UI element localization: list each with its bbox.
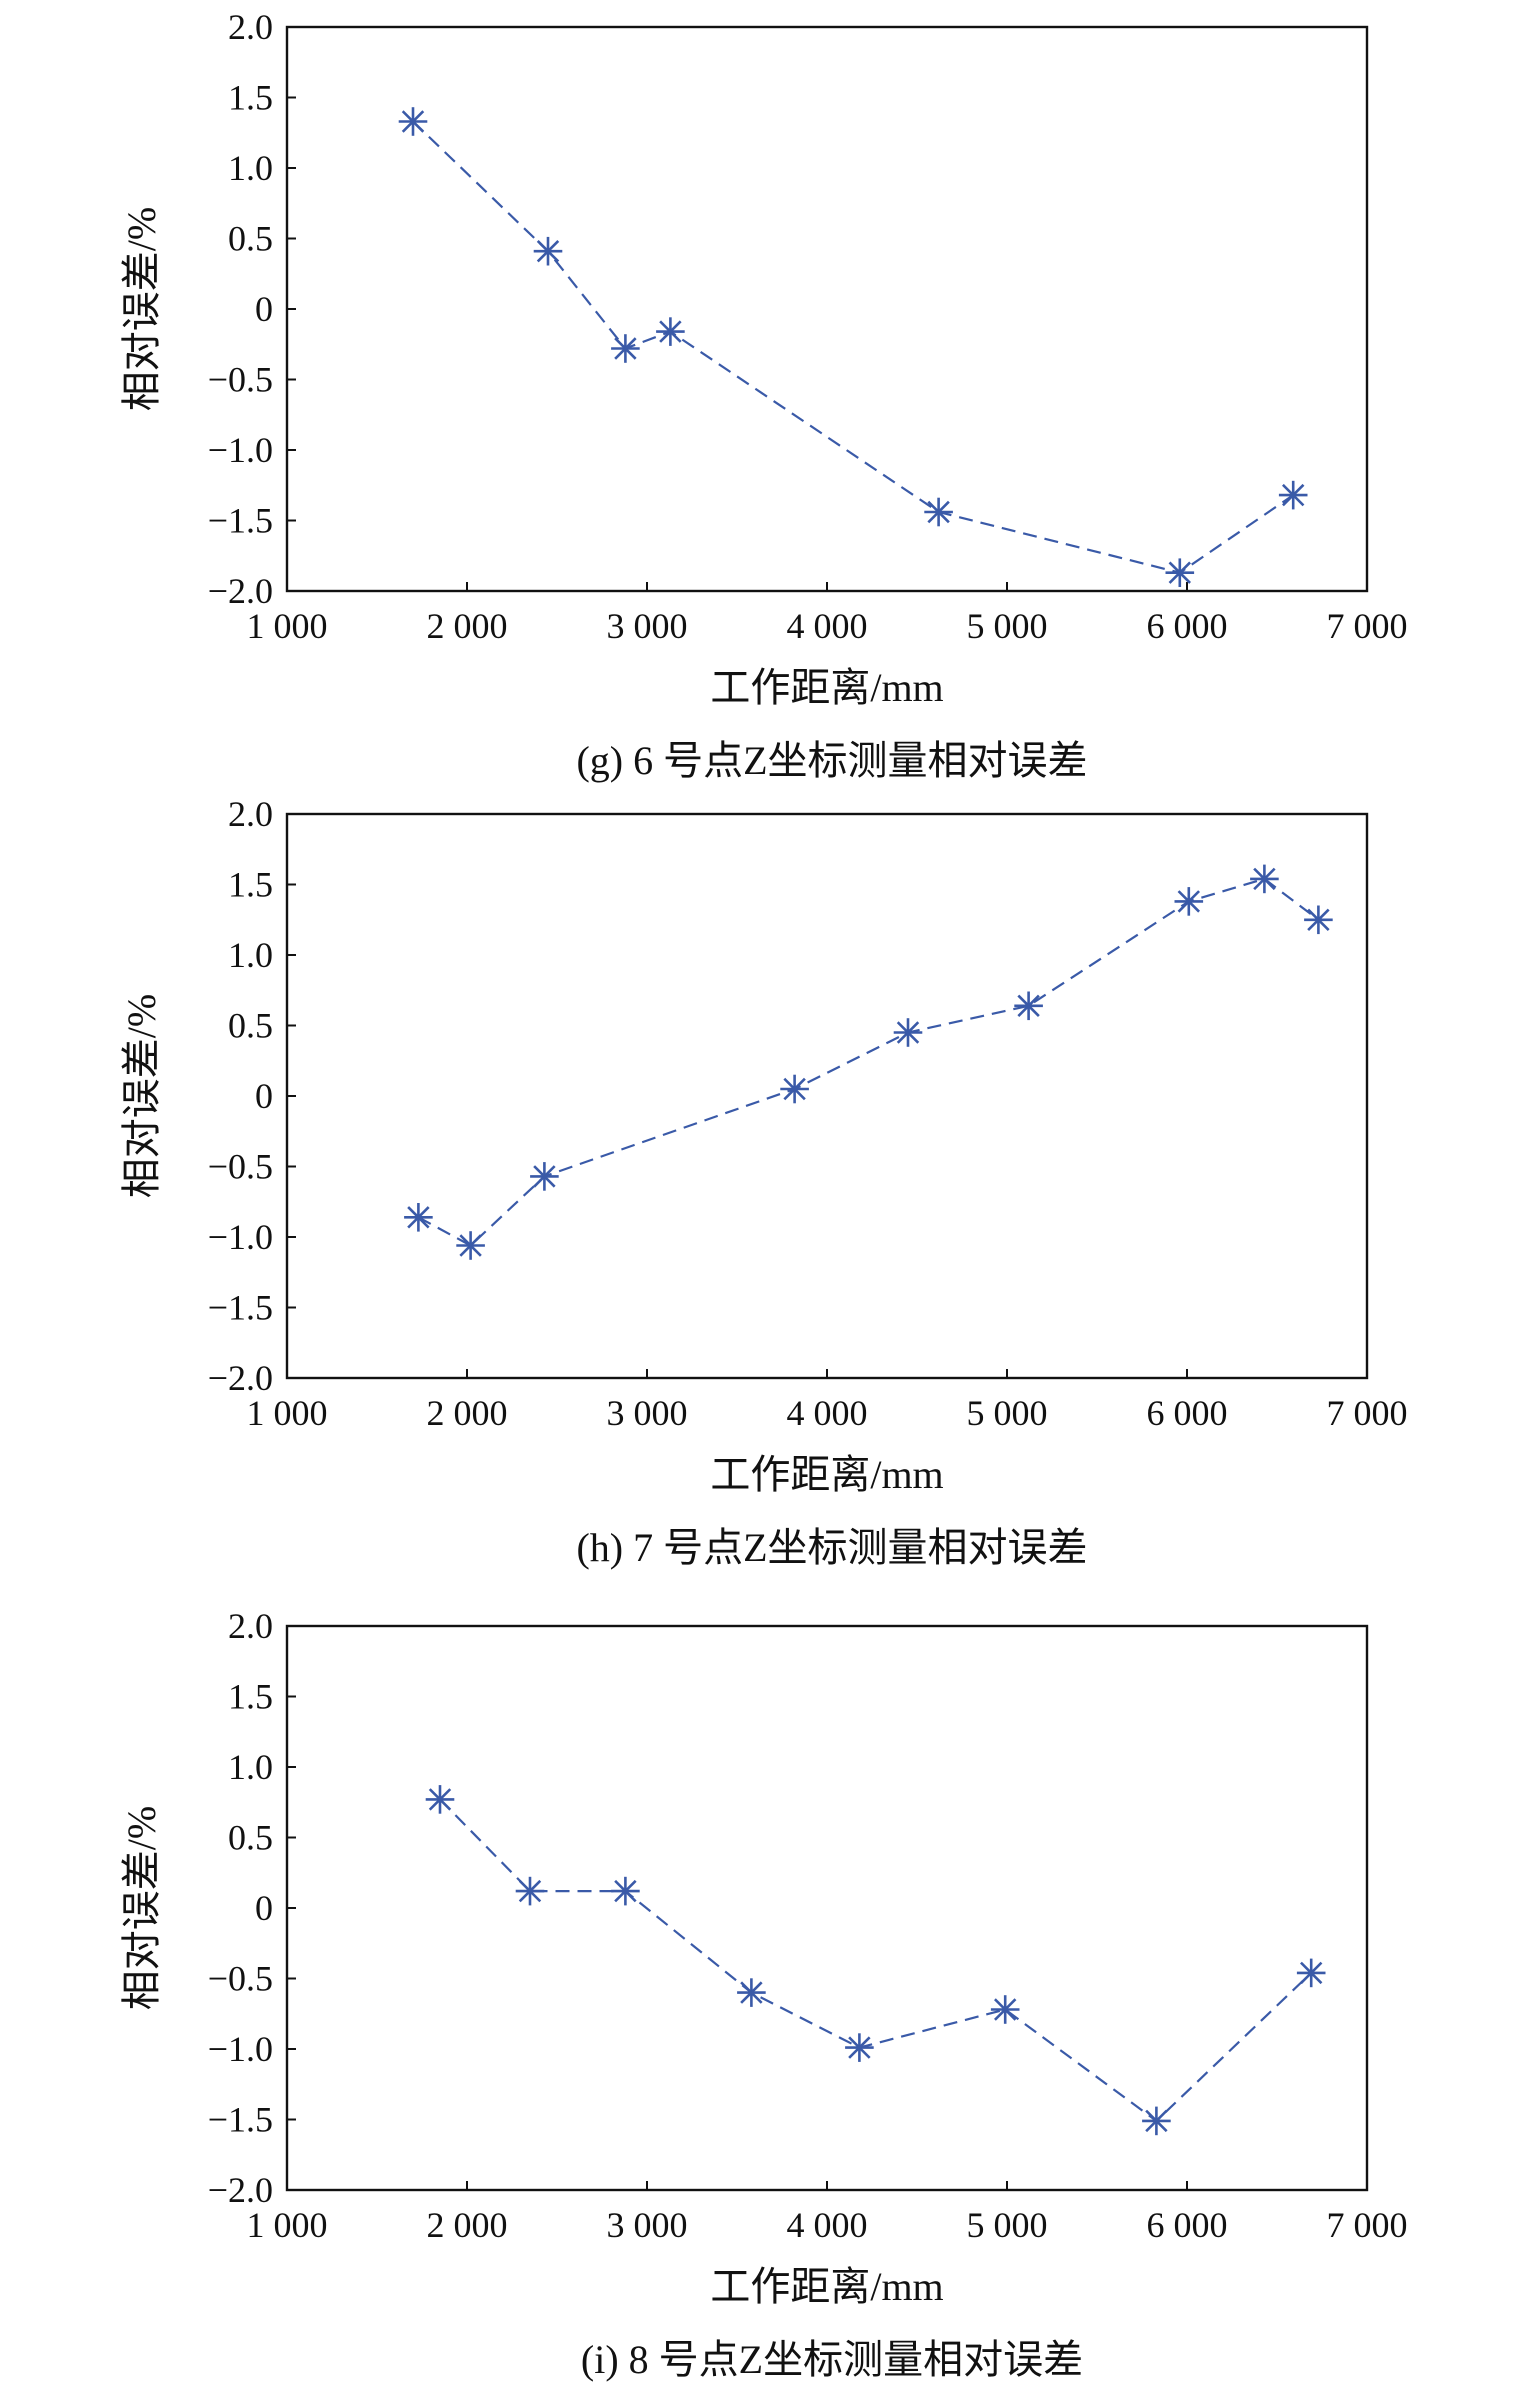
data-point	[611, 1876, 640, 1906]
y-tick-label: 1.5	[228, 1677, 273, 1717]
x-tick-label: 1 000	[247, 606, 328, 646]
data-point	[1142, 2106, 1171, 2136]
chart-panel-2: 1 000 2 000 3 000 4 000 5 000 6 000 7 000 2.0 1.…	[119, 794, 1408, 1570]
data-point	[404, 1203, 433, 1232]
x-tick-label: 6 000	[1147, 606, 1228, 646]
x-tick-label: 1 000	[247, 2205, 328, 2245]
x-tick-label: 4 000	[787, 1393, 868, 1433]
y-tick-label: −1.0	[208, 430, 273, 470]
y-tick-label: −1.5	[208, 501, 273, 541]
x-tick-label: 3 000	[607, 2205, 688, 2245]
plot-frame	[285, 25, 1369, 593]
x-tick-label: 2 000	[427, 606, 508, 646]
y-tick-label: 0.5	[228, 1006, 273, 1046]
x-tick-label: 2 000	[427, 1393, 508, 1433]
y-tick-label: −1.0	[208, 1217, 273, 1257]
x-tick-label: 7 000	[1327, 2205, 1408, 2245]
series-line	[417, 877, 1320, 1247]
data-point	[924, 497, 953, 527]
x-tick-label: 3 000	[607, 606, 688, 646]
chart-panel-1: 1 000 2 000 3 000 4 000 5 000 6 000 7 000 2.0 1.…	[119, 7, 1408, 783]
y-tick-label: −2.0	[208, 2170, 273, 2210]
y-tick-label: 1.0	[228, 935, 273, 975]
y-axis-label: 相对误差/%	[119, 1806, 164, 2010]
y-tick-label: 0.5	[228, 219, 273, 259]
data-point	[1014, 991, 1043, 1021]
x-tick-label: 5 000	[967, 2205, 1048, 2245]
data-point	[1304, 905, 1333, 935]
y-tick-label: 0.5	[228, 1818, 273, 1858]
data-point	[893, 1018, 923, 1047]
series-line	[439, 1798, 1312, 2123]
y-tick-label: 0	[255, 1076, 273, 1116]
data-point	[1250, 864, 1279, 894]
x-tick-label: 4 000	[787, 606, 868, 646]
y-tick-label: 1.0	[228, 148, 273, 188]
x-tick-label: 6 000	[1147, 2205, 1228, 2245]
x-axis-label: 工作距离/mm	[710, 2264, 943, 2309]
data-point	[398, 107, 428, 136]
x-tick-label: 4 000	[787, 2205, 868, 2245]
y-tick-label: −0.5	[208, 360, 273, 400]
data-point	[990, 1995, 1020, 2024]
data-point	[737, 1978, 766, 2007]
series-line	[412, 120, 1294, 574]
x-tick-label: 5 000	[967, 606, 1048, 646]
x-tick-label: 2 000	[427, 2205, 508, 2245]
y-tick-label: 2.0	[228, 7, 273, 47]
plot-frame	[285, 812, 1369, 1380]
x-axis-label: 工作距离/mm	[710, 665, 943, 710]
y-tick-label: −2.0	[208, 1358, 273, 1398]
y-tick-label: 1.0	[228, 1747, 273, 1787]
y-tick-label: 1.5	[228, 865, 273, 905]
chart-caption: (g) 6 号点Z坐标测量相对误差	[576, 738, 1087, 783]
y-tick-label: 0	[255, 289, 273, 329]
x-tick-label: 1 000	[247, 1393, 328, 1433]
data-point	[656, 317, 685, 346]
y-tick-label: −1.5	[208, 2100, 273, 2140]
y-tick-label: −0.5	[208, 1147, 273, 1187]
y-tick-label: −0.5	[208, 1959, 273, 1999]
data-point	[1278, 480, 1308, 510]
y-axis-label: 相对误差/%	[119, 207, 164, 411]
y-tick-label: 2.0	[228, 794, 273, 834]
y-axis-label: 相对误差/%	[119, 994, 164, 1198]
x-tick-label: 7 000	[1327, 1393, 1408, 1433]
data-point	[533, 236, 563, 266]
x-tick-label: 7 000	[1327, 606, 1408, 646]
data-point	[425, 1785, 455, 1814]
y-tick-label: −1.5	[208, 1288, 273, 1328]
plot-frame	[285, 1624, 1369, 2192]
data-point	[1174, 887, 1204, 916]
data-point	[611, 334, 640, 363]
y-tick-label: 1.5	[228, 78, 273, 118]
x-tick-label: 5 000	[967, 1393, 1048, 1433]
x-axis-label: 工作距离/mm	[710, 1452, 943, 1497]
data-point	[780, 1074, 809, 1104]
data-point	[845, 2033, 874, 2062]
y-tick-label: 0	[255, 1888, 273, 1928]
data-point	[530, 1162, 559, 1191]
chart-caption: (h) 7 号点Z坐标测量相对误差	[576, 1525, 1087, 1570]
chart-panel-3: 1 000 2 000 3 000 4 000 5 000 6 000 7 000 2.0 1.…	[119, 1606, 1408, 2382]
chart-caption: (i) 8 号点Z坐标测量相对误差	[581, 2337, 1083, 2382]
x-tick-label: 3 000	[607, 1393, 688, 1433]
y-tick-label: −2.0	[208, 571, 273, 611]
data-point	[1165, 558, 1195, 588]
x-tick-label: 6 000	[1147, 1393, 1228, 1433]
y-tick-label: 2.0	[228, 1606, 273, 1646]
y-tick-label: −1.0	[208, 2029, 273, 2069]
data-point	[456, 1231, 485, 1260]
data-point	[1296, 1958, 1326, 1988]
data-point	[515, 1876, 545, 1906]
